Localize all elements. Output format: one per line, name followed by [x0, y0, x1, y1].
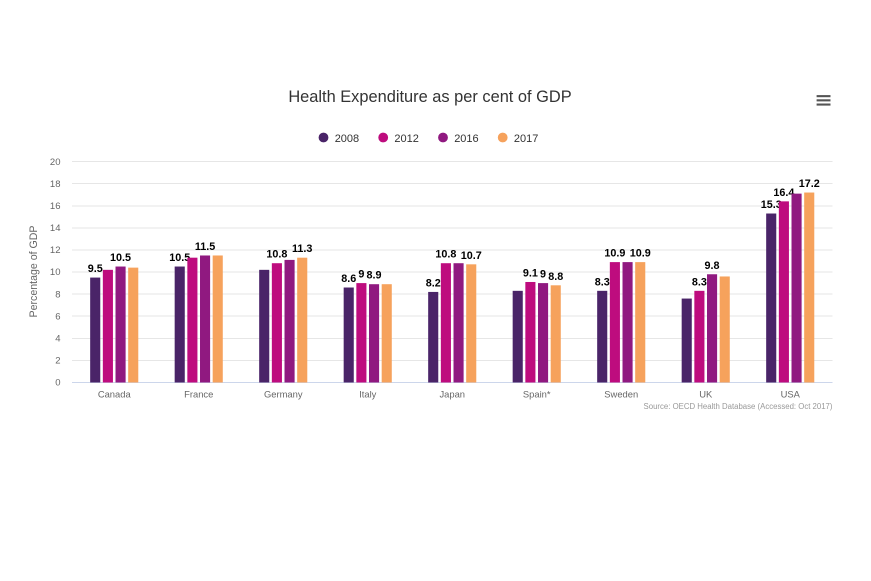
svg-text:8.3: 8.3 [692, 276, 707, 288]
svg-text:15.3: 15.3 [761, 199, 782, 211]
svg-text:4: 4 [55, 334, 60, 345]
svg-text:11.3: 11.3 [292, 243, 312, 255]
svg-text:9: 9 [540, 269, 546, 281]
svg-text:12: 12 [50, 245, 61, 256]
svg-text:6: 6 [55, 311, 60, 322]
svg-text:10: 10 [50, 267, 61, 278]
svg-text:Sweden: Sweden [604, 389, 638, 400]
svg-text:16.4: 16.4 [773, 187, 794, 199]
svg-text:0: 0 [55, 378, 60, 389]
svg-text:Japan: Japan [439, 389, 465, 400]
svg-text:Italy: Italy [359, 389, 377, 400]
svg-text:9.1: 9.1 [523, 267, 538, 279]
svg-text:2: 2 [55, 356, 60, 367]
svg-text:10.8: 10.8 [266, 249, 287, 261]
svg-text:8.2: 8.2 [426, 277, 441, 289]
svg-text:8.3: 8.3 [595, 276, 610, 288]
svg-text:2016: 2016 [454, 133, 478, 145]
svg-text:17.2: 17.2 [799, 178, 820, 190]
svg-text:8.6: 8.6 [341, 273, 356, 285]
svg-text:2017: 2017 [514, 133, 538, 145]
svg-text:Spain*: Spain* [523, 389, 551, 400]
svg-text:10.5: 10.5 [169, 252, 190, 264]
svg-text:8.8: 8.8 [548, 271, 563, 283]
svg-text:14: 14 [50, 223, 61, 234]
svg-text:9.5: 9.5 [88, 263, 103, 275]
svg-text:9.8: 9.8 [705, 260, 720, 272]
svg-text:8.9: 8.9 [367, 270, 382, 282]
svg-text:Percentage of GDP: Percentage of GDP [28, 226, 40, 318]
svg-text:UK: UK [699, 389, 713, 400]
svg-text:Source: OECD Health Database (: Source: OECD Health Database (Accessed: … [644, 402, 833, 411]
svg-text:8: 8 [55, 289, 60, 300]
svg-text:18: 18 [50, 179, 61, 190]
svg-text:9: 9 [358, 269, 364, 281]
svg-text:10.9: 10.9 [604, 248, 625, 260]
svg-text:10.5: 10.5 [110, 252, 131, 264]
svg-text:Germany: Germany [264, 389, 303, 400]
svg-text:10.8: 10.8 [435, 249, 456, 261]
svg-text:2008: 2008 [335, 133, 359, 145]
svg-text:20: 20 [50, 157, 61, 168]
svg-text:16: 16 [50, 201, 61, 212]
svg-text:Health Expenditure as per cent: Health Expenditure as per cent of GDP [288, 88, 571, 106]
svg-text:USA: USA [781, 389, 801, 400]
svg-text:2012: 2012 [394, 133, 418, 145]
svg-text:11.5: 11.5 [195, 241, 215, 253]
svg-text:10.9: 10.9 [630, 248, 651, 260]
svg-text:France: France [184, 389, 213, 400]
svg-text:10.7: 10.7 [461, 250, 482, 262]
svg-text:Canada: Canada [98, 389, 132, 400]
